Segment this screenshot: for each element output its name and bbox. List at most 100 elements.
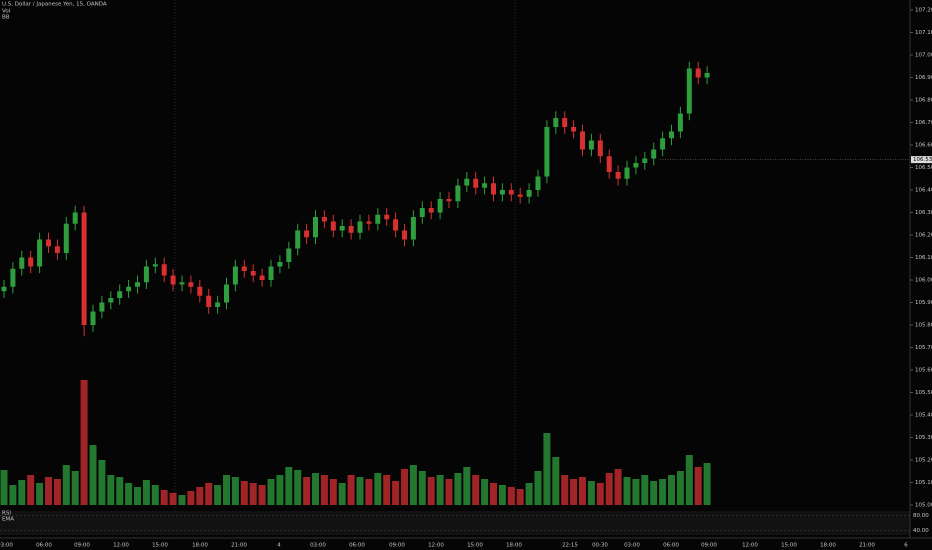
candle-body: [99, 302, 105, 312]
volume-bar: [312, 473, 319, 505]
candle-body: [295, 230, 301, 249]
volume-bar: [525, 483, 533, 505]
indicator-label: BB: [2, 15, 10, 21]
y-tick-label: 105.400: [915, 413, 932, 419]
indicator-label: Vol: [2, 9, 11, 15]
volume-bar: [694, 467, 702, 505]
volume-bar: [294, 470, 302, 505]
candle-body: [624, 167, 630, 179]
volume-bar: [445, 479, 453, 505]
candle-body: [393, 219, 399, 231]
x-tick-label: 06:00: [36, 543, 52, 549]
candle-body: [517, 194, 523, 197]
y-tick-label: 105.500: [915, 390, 932, 396]
volume-bar: [240, 481, 248, 505]
candle-body: [571, 127, 577, 132]
candle-body: [28, 257, 34, 267]
candle-body: [54, 246, 60, 253]
candle-body: [597, 140, 603, 157]
volume-bar: [427, 477, 435, 505]
candle-body: [562, 118, 568, 127]
volume-bar: [338, 483, 346, 505]
volume-bar: [329, 479, 337, 505]
candle-body: [170, 275, 176, 285]
volume-bar: [223, 475, 230, 505]
candle-body: [215, 302, 221, 307]
volume-bar: [543, 433, 551, 505]
volume-bar: [534, 471, 542, 505]
volume-bar: [401, 469, 408, 505]
volume-bar: [151, 485, 159, 505]
volume-bar: [463, 467, 471, 505]
candle-body: [277, 262, 283, 267]
volume-bar: [365, 479, 373, 505]
volume-bar: [623, 477, 631, 505]
y-tick-label: 106.200: [915, 233, 932, 239]
volume-bar: [507, 487, 515, 505]
y-tick-label: 106.100: [915, 255, 932, 261]
volume-bar: [498, 485, 506, 505]
x-tick-label: 06:00: [349, 543, 365, 549]
y-tick-label: 106.800: [915, 98, 932, 104]
x-tick-label: 03:00: [624, 543, 640, 549]
candle-body: [1, 286, 7, 292]
volume-bar: [650, 481, 658, 505]
volume-bar: [383, 475, 391, 505]
candle-body: [544, 127, 550, 177]
volume-bar: [134, 487, 141, 505]
candle-body: [304, 230, 310, 238]
candle-body: [535, 176, 541, 190]
volume-bar: [258, 485, 266, 505]
candle-body: [580, 131, 585, 150]
y-tick-label: 105.200: [915, 458, 932, 464]
rsi-tick-label: 80.00: [913, 513, 929, 519]
candle-body: [686, 68, 692, 114]
candle-body: [437, 199, 443, 213]
volume-bar: [0, 470, 8, 505]
x-tick-label: 12:00: [742, 543, 758, 549]
volume-bar: [561, 475, 569, 505]
x-tick-label: 03:00: [310, 543, 326, 549]
candle-body: [143, 266, 149, 283]
candle-body: [81, 212, 87, 325]
volume-bar: [356, 477, 364, 505]
volume-bar: [703, 463, 711, 505]
y-tick-label: 105.900: [915, 300, 932, 306]
x-tick-label: 09:00: [389, 543, 405, 549]
y-tick-label: 107.200: [915, 8, 932, 14]
y-tick-label: 106.600: [915, 143, 932, 149]
candle-body: [126, 286, 132, 292]
chart-title: U.S. Dollar / Japanese Yen, 15, OANDA: [2, 2, 107, 8]
candle-body: [553, 118, 559, 127]
y-tick-label: 106.000: [915, 278, 932, 284]
candle-body: [633, 163, 639, 168]
candle-body: [526, 190, 532, 197]
candle-body: [108, 298, 114, 303]
rsi-tick-label: 40.00: [913, 528, 929, 534]
candle-body: [188, 282, 194, 287]
candle-body: [695, 68, 701, 78]
volume-bar: [454, 473, 462, 505]
candle-body: [464, 178, 470, 186]
candle-body: [72, 212, 78, 224]
candle-body: [348, 226, 354, 233]
candle-body: [135, 282, 140, 287]
x-tick-label: 12:00: [428, 543, 444, 549]
candle-body: [232, 266, 238, 285]
candle-body: [704, 73, 710, 78]
volume-bar: [27, 475, 35, 505]
volume-bar: [18, 480, 26, 505]
x-tick-label: 18:00: [192, 543, 208, 549]
y-tick-label: 105.000: [915, 503, 932, 509]
candle-body: [286, 248, 292, 262]
volume-bar: [71, 471, 79, 505]
candle-body: [197, 286, 203, 296]
volume-bar: [142, 480, 150, 505]
volume-bar: [614, 469, 622, 505]
candle-body: [357, 221, 363, 233]
x-tick-label: 21:00: [859, 543, 875, 549]
candle-body: [152, 264, 158, 267]
volume-bar: [490, 483, 497, 505]
last-price-box: [911, 156, 932, 164]
y-tick-label: 107.000: [915, 53, 932, 59]
